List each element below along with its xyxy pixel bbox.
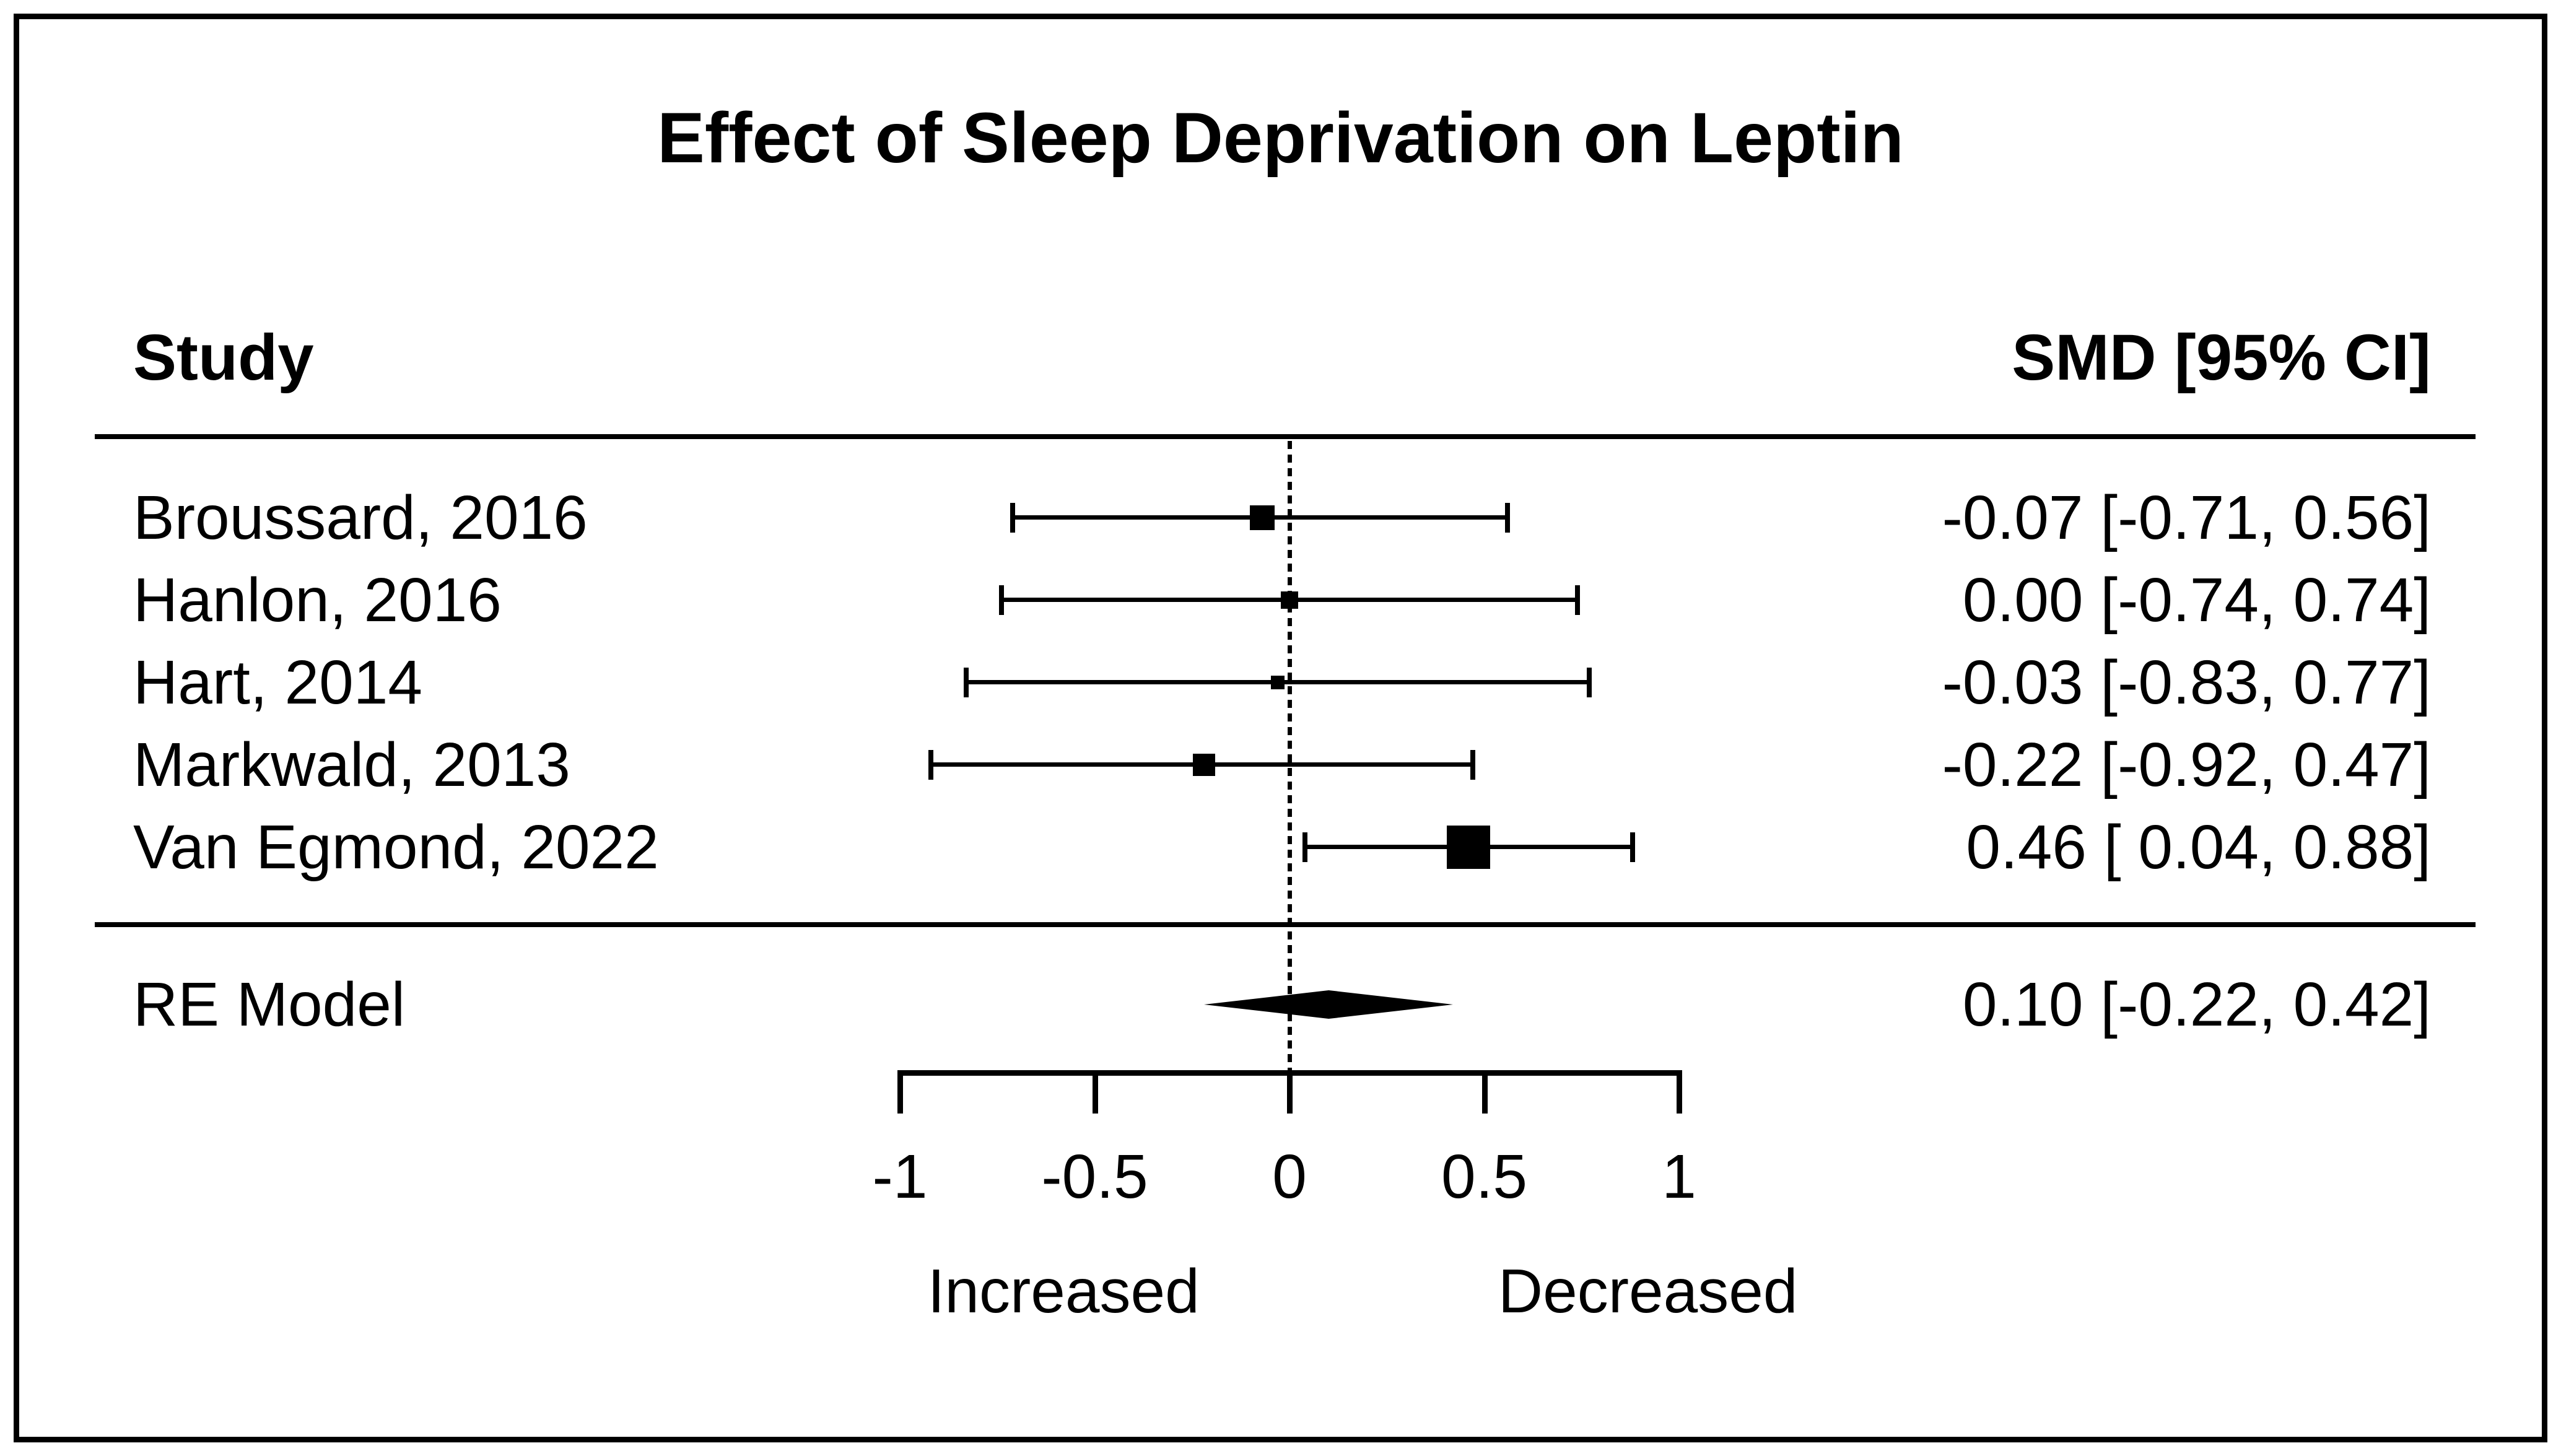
ci-cap-right: [1587, 668, 1592, 697]
effect-value: -0.03 [-0.83, 0.77]: [1942, 648, 2431, 717]
ci-cap-left: [1302, 832, 1308, 862]
study-label: Hanlon, 2016: [133, 565, 502, 635]
study-label: Broussard, 2016: [133, 483, 588, 552]
axis-tick: [1677, 1073, 1682, 1114]
ci-cap-left: [963, 668, 969, 697]
plot-title: Effect of Sleep Deprivation on Leptin: [657, 98, 1904, 178]
ci-cap-right: [1630, 832, 1635, 862]
effect-value: 0.46 [ 0.04, 0.88]: [1966, 813, 2431, 882]
summary-separator: [95, 922, 2476, 927]
effect-square: [1447, 826, 1491, 869]
column-header-study: Study: [133, 321, 314, 394]
ci-cap-right: [1505, 503, 1511, 533]
study-label: Van Egmond, 2022: [133, 813, 659, 882]
effect-square: [1192, 754, 1215, 776]
column-header-effect: SMD [95% CI]: [2012, 321, 2431, 394]
axis-tick: [897, 1073, 903, 1114]
axis-direction-label-increased: Increased: [927, 1257, 1200, 1326]
axis-tick: [1287, 1073, 1293, 1114]
effect-square: [1271, 676, 1285, 689]
ci-cap-left: [1010, 503, 1016, 533]
plot-border: [14, 14, 2547, 1442]
effect-square: [1281, 591, 1298, 609]
axis-tick-label: 0: [1272, 1142, 1307, 1211]
effect-value: -0.22 [-0.92, 0.47]: [1942, 730, 2431, 800]
effect-value: 0.00 [-0.74, 0.74]: [1962, 565, 2431, 635]
axis-tick-label: 0.5: [1441, 1142, 1527, 1211]
ci-cap-right: [1470, 750, 1475, 780]
axis-tick: [1481, 1073, 1488, 1114]
axis-tick-label: 1: [1662, 1142, 1696, 1211]
ci-cap-left: [998, 585, 1004, 615]
zero-reference-line: [1288, 441, 1292, 1073]
ci-cap-left: [928, 750, 934, 780]
axis-direction-label-decreased: Decreased: [1498, 1257, 1798, 1326]
effect-value: -0.07 [-0.71, 0.56]: [1942, 483, 2431, 552]
axis-tick: [1092, 1073, 1098, 1114]
ci-cap-right: [1575, 585, 1581, 615]
study-label: Markwald, 2013: [133, 730, 570, 800]
header-separator: [95, 434, 2476, 439]
axis-tick-label: -1: [872, 1142, 928, 1211]
summary-diamond: [1203, 990, 1454, 1019]
summary-value: 0.10 [-0.22, 0.42]: [1962, 970, 2431, 1039]
axis-tick-label: -0.5: [1041, 1142, 1148, 1211]
study-label: Hart, 2014: [133, 648, 422, 717]
summary-label: RE Model: [133, 970, 406, 1039]
effect-square: [1249, 505, 1275, 530]
